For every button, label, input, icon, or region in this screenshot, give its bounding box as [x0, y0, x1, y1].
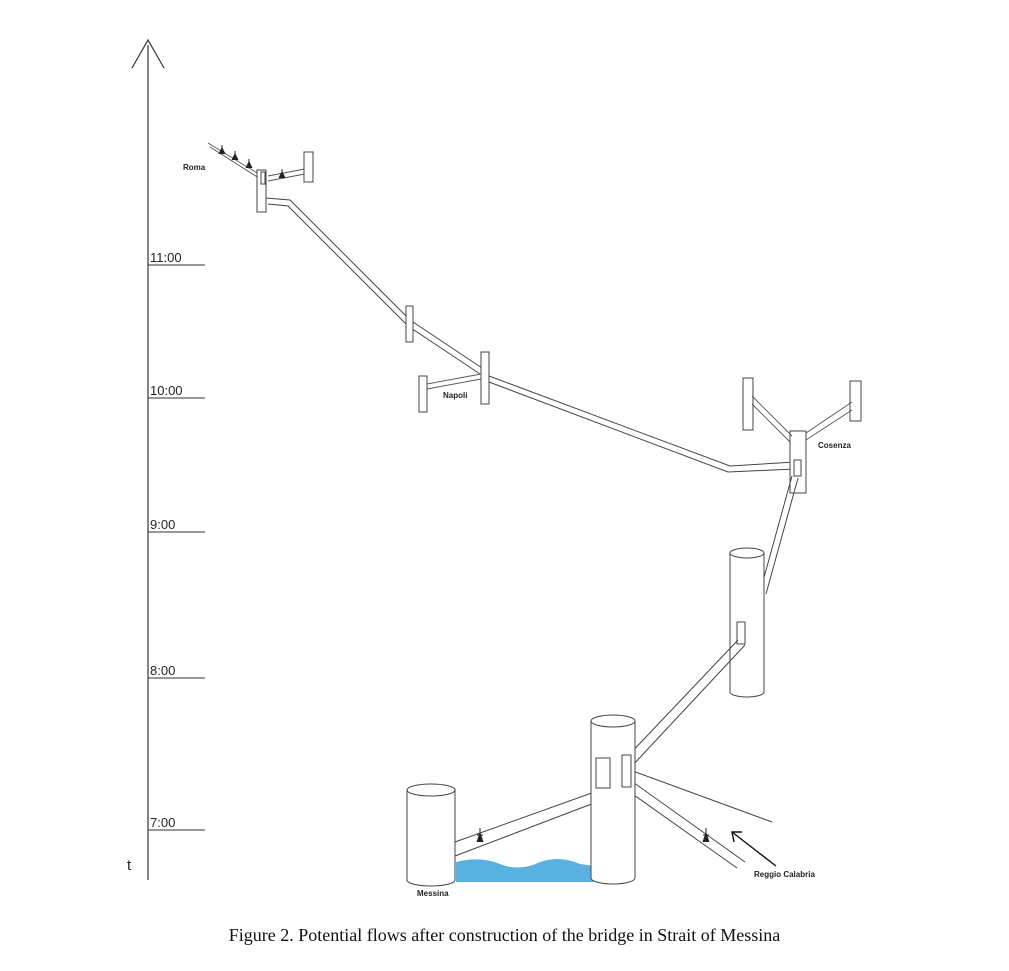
- time-tick-label: 11:00: [150, 250, 182, 265]
- pipe-edge: [625, 639, 739, 759]
- time-tick-label: 7:00: [150, 815, 175, 830]
- tower-body: [729, 553, 765, 698]
- flow-roma-napoli: [265, 197, 483, 375]
- flow-napoli-cosenza: [488, 375, 796, 473]
- roma-branch-line: [267, 167, 311, 177]
- roma-branch-line: [267, 172, 311, 182]
- bridge-tower-top: [590, 714, 636, 728]
- strait-water: [456, 858, 594, 882]
- pipe-edge: [765, 477, 799, 595]
- cosenza-node: Cosenza: [742, 377, 862, 494]
- pipe-edge: [488, 375, 796, 467]
- roma-branch-line: [209, 146, 263, 181]
- napoli-pillar: [480, 351, 490, 405]
- bridge-tower-door: [595, 757, 611, 789]
- flow-diagram: t 11:00 10:00 9:00 8:00 7:00 Roma Napoli: [127, 38, 862, 898]
- city-label-cosenza: Cosenza: [818, 441, 851, 450]
- cosenza-pillar: [849, 380, 862, 422]
- roma-pillar: [256, 169, 267, 213]
- traveler-icon: [218, 145, 226, 155]
- roma-pillar-door: [260, 171, 266, 185]
- pipe-edge: [265, 197, 483, 369]
- arrival-arrow-line: [731, 831, 777, 867]
- tower-top: [729, 547, 765, 559]
- time-tick-label: 8:00: [150, 663, 175, 678]
- cosenza-pillar-door: [793, 459, 802, 477]
- napoli-branch-line: [426, 378, 482, 390]
- cosenza-branch-line: [751, 403, 791, 443]
- tower-door: [736, 621, 746, 645]
- cosenza-pillar: [742, 377, 754, 431]
- time-axis-label: t: [127, 857, 132, 874]
- waypoint-pillar: [405, 305, 414, 343]
- city-label-napoli: Napoli: [443, 391, 467, 400]
- pipe-edge: [631, 644, 746, 767]
- pipe-edge: [629, 769, 773, 823]
- bridge-tower: [590, 714, 636, 885]
- bridge-tower-body: [590, 721, 636, 885]
- time-axis-ticks: 11:00 10:00 9:00 8:00 7:00: [148, 250, 205, 831]
- pipe-edge: [759, 475, 793, 593]
- flow-reggio: Reggio Calabria: [623, 769, 815, 879]
- flow-tower-bridge: [625, 639, 746, 767]
- pipe-edge: [454, 789, 601, 843]
- messina-node: Messina: [406, 783, 603, 898]
- cosenza-branch-line: [751, 395, 793, 437]
- pipe-edge: [488, 381, 796, 473]
- time-tick-label: 9:00: [150, 517, 175, 532]
- napoli-pillar: [418, 375, 428, 413]
- time-axis-arrowhead: [131, 38, 165, 69]
- traveler-icon: [245, 159, 253, 169]
- traveler-icon: [702, 828, 710, 843]
- cosenza-branch-line: [805, 401, 853, 434]
- city-label-messina: Messina: [417, 889, 449, 898]
- time-axis: t 11:00 10:00 9:00 8:00 7:00: [127, 38, 205, 880]
- arrival-arrowhead: [731, 831, 742, 843]
- messina-tower-body: [406, 789, 456, 887]
- napoli-node: Napoli: [418, 351, 490, 413]
- napoli-branch-line: [426, 373, 482, 385]
- figure-caption: Figure 2. Potential flows after construc…: [228, 925, 781, 945]
- time-tick-label: 10:00: [150, 383, 183, 398]
- traveler-icon: [231, 151, 239, 161]
- calabria-tower: [729, 547, 765, 698]
- pipe-edge: [267, 203, 481, 375]
- cosenza-branch-line: [805, 409, 853, 441]
- messina-tower-top: [406, 783, 456, 797]
- pipe-edge: [623, 787, 738, 869]
- roma-node: Roma: [183, 142, 314, 213]
- flow-cosenza-tower: [759, 475, 799, 595]
- bridge-tower-door: [621, 754, 632, 788]
- traveler-icon: [476, 828, 484, 843]
- city-label-roma: Roma: [183, 163, 206, 172]
- pipe-edge: [454, 799, 603, 857]
- traveler-icon: [278, 169, 286, 179]
- city-label-reggio: Reggio Calabria: [754, 870, 815, 879]
- pipe-edge: [629, 779, 746, 863]
- roma-pillar: [303, 151, 314, 183]
